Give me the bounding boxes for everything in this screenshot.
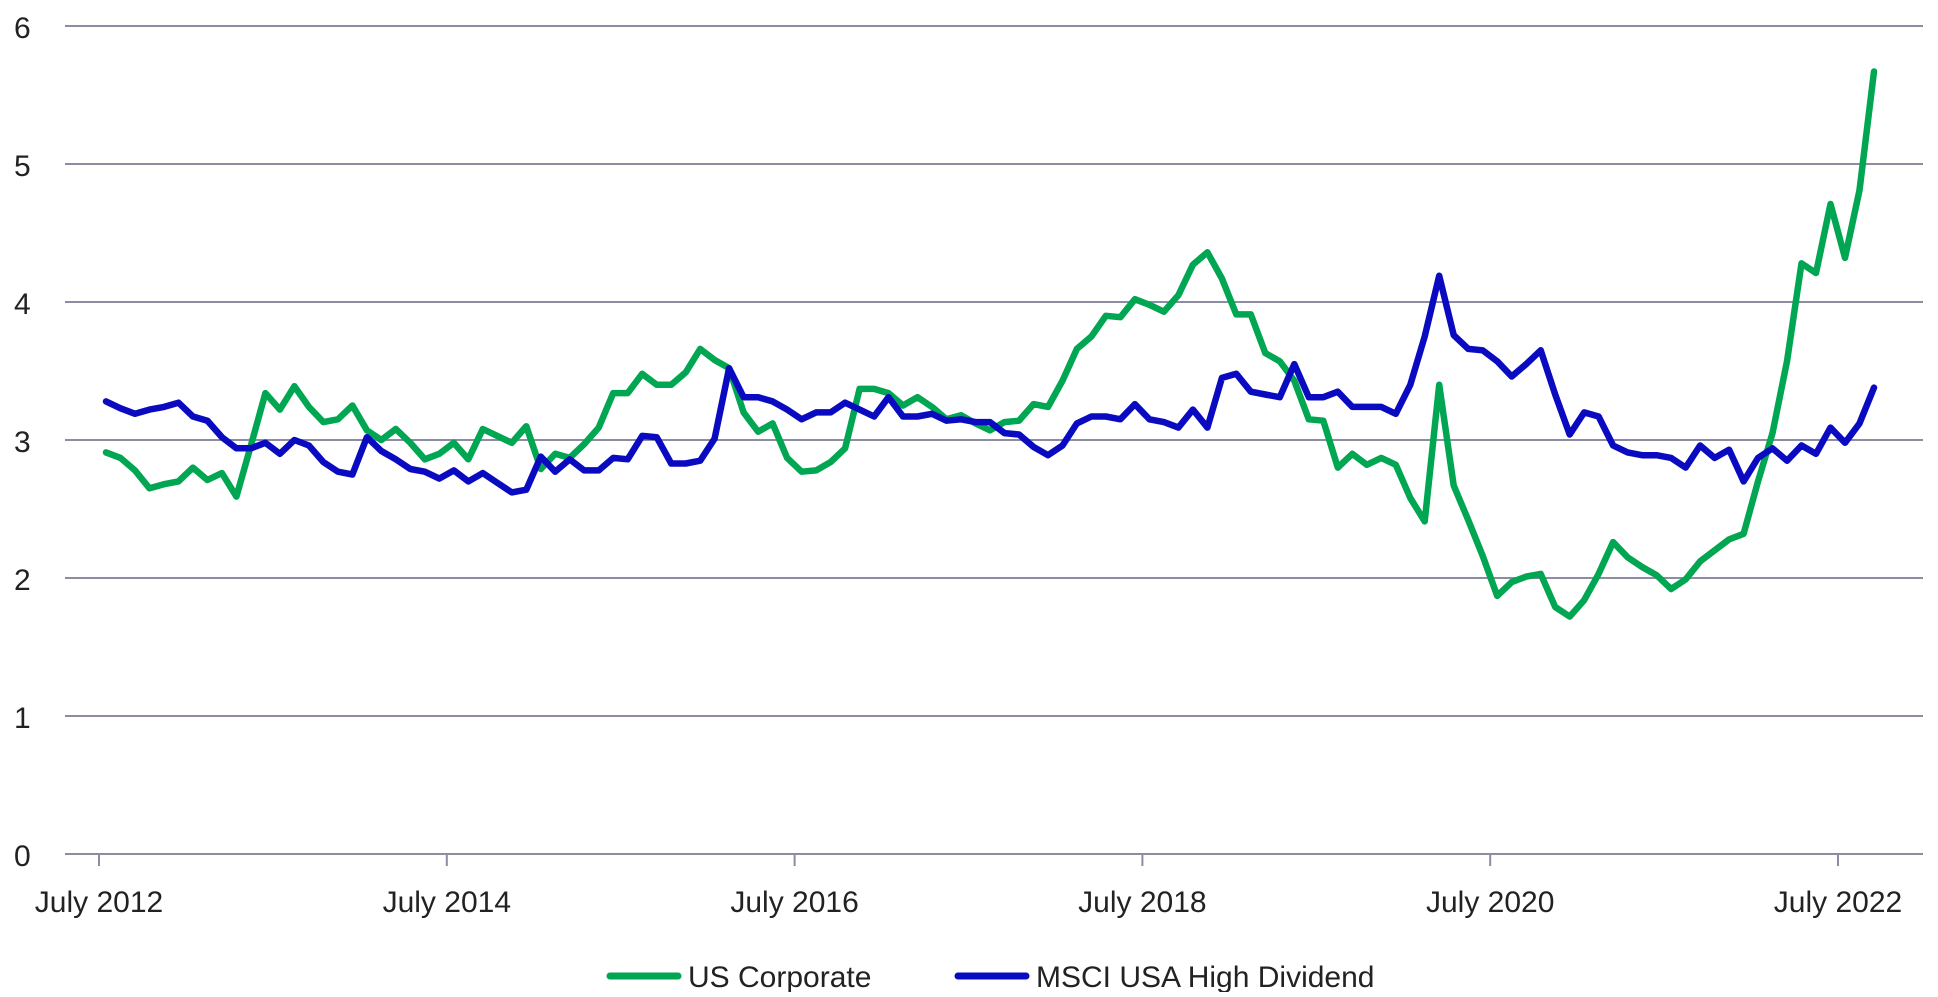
y-axis-ticks: 0 1 2 3 4 5 6 <box>14 12 31 873</box>
x-axis-ticks: July 2012 July 2014 July 2016 July 2018 July… <box>35 854 1902 919</box>
x-tick-label: July 2022 <box>1774 886 1902 919</box>
y-tick-label: 4 <box>14 288 31 321</box>
y-tick-label: 1 <box>14 702 31 735</box>
y-tick-label: 0 <box>14 840 31 873</box>
x-tick-label: July 2014 <box>383 886 511 919</box>
y-tick-label: 6 <box>14 12 31 45</box>
y-tick-label: 3 <box>14 426 31 459</box>
x-tick-label: July 2012 <box>35 886 163 919</box>
x-tick-label: July 2020 <box>1426 886 1554 919</box>
x-tick-label: July 2016 <box>730 886 858 919</box>
legend: US Corporate MSCI USA High Dividend <box>606 961 1374 994</box>
series-lines <box>102 68 1878 620</box>
x-tick-label: July 2018 <box>1078 886 1206 919</box>
series-line-1 <box>102 272 1878 496</box>
y-tick-label: 5 <box>14 150 31 183</box>
gridlines <box>65 25 1923 855</box>
legend-label-0: US Corporate <box>688 961 871 992</box>
y-tick-label: 2 <box>14 564 31 597</box>
series-line-0 <box>102 68 1878 620</box>
legend-label-1: MSCI USA High Dividend <box>1036 961 1374 992</box>
